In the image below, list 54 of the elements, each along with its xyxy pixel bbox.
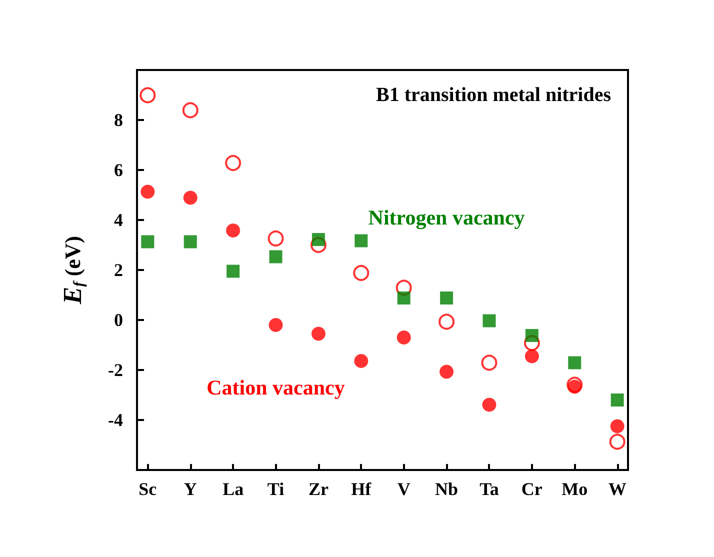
point	[440, 292, 454, 304]
y-tick-label: 6	[114, 160, 123, 180]
x-tick-label: Zr	[308, 479, 328, 499]
point	[311, 326, 326, 341]
point	[440, 364, 454, 379]
x-tick-label: Mo	[562, 479, 588, 499]
point	[184, 235, 197, 248]
point	[353, 265, 370, 281]
point	[183, 190, 198, 205]
x-tick-label: Ta	[480, 479, 499, 499]
y-tick-label: -4	[108, 410, 123, 430]
x-tick-label: Sc	[138, 479, 157, 499]
x-tick-label: W	[608, 479, 626, 499]
point	[225, 155, 242, 171]
point	[140, 184, 155, 199]
point	[568, 380, 582, 394]
point	[140, 87, 156, 104]
point	[610, 394, 624, 406]
y-tick-label: 8	[114, 110, 123, 130]
point	[609, 434, 626, 450]
x-tick-label: Cr	[521, 479, 542, 499]
point	[524, 349, 539, 364]
annotation: Nitrogen vacancy	[368, 206, 526, 230]
point	[354, 234, 368, 248]
point	[525, 329, 538, 342]
y-axis-title: Ef (eV)	[58, 236, 88, 306]
x-tick-label: La	[222, 479, 244, 499]
point	[481, 354, 498, 371]
point	[268, 318, 283, 332]
point	[482, 398, 496, 412]
point	[397, 292, 410, 304]
text: B1 transition metal nitrides	[376, 84, 612, 106]
x-tick-label: V	[397, 479, 410, 499]
point	[269, 250, 282, 264]
point	[182, 102, 198, 118]
point	[354, 354, 368, 368]
y-tick-label: -2	[108, 360, 123, 380]
x-tick-label: Nb	[435, 479, 458, 499]
point	[438, 314, 455, 330]
point	[268, 230, 284, 246]
point	[226, 264, 240, 278]
point	[482, 314, 496, 328]
annotation: Cation vacancy	[206, 376, 346, 400]
point	[568, 356, 582, 370]
y-tick-label: 2	[114, 260, 123, 280]
x-tick-label: Y	[184, 479, 197, 499]
x-tick-label: Ti	[267, 479, 284, 499]
point	[226, 224, 240, 238]
x-tick-label: Hf	[351, 479, 372, 499]
point	[396, 330, 411, 344]
point	[141, 235, 154, 248]
point	[610, 419, 624, 434]
y-tick-label: 4	[114, 210, 123, 230]
y-tick-label: 0	[114, 310, 123, 330]
